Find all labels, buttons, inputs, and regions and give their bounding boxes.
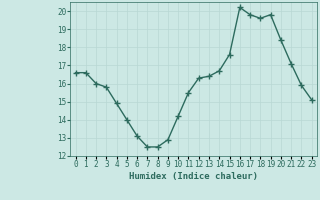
X-axis label: Humidex (Indice chaleur): Humidex (Indice chaleur) [129,172,258,181]
